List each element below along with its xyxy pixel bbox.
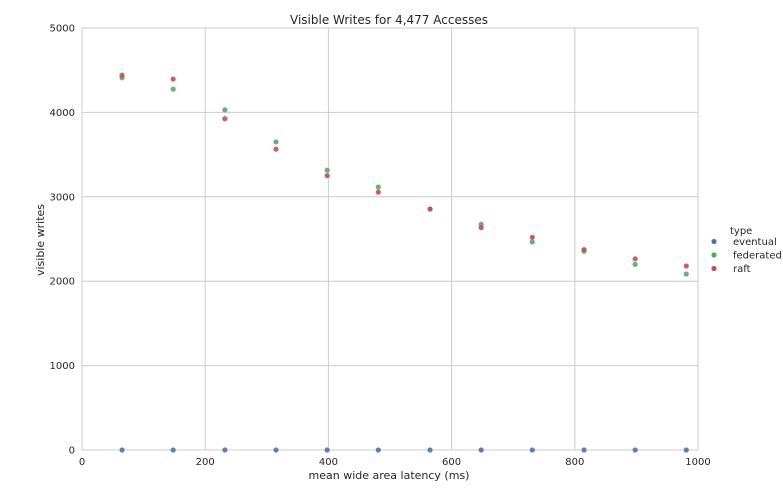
- x-tick-label: 400: [319, 457, 338, 468]
- data-point-federated: [324, 167, 330, 173]
- chart-title: Visible Writes for 4,477 Accesses: [290, 13, 488, 27]
- legend-item-raft: raft: [711, 264, 751, 275]
- legend: type eventual federated raft: [711, 226, 782, 275]
- data-point-raft: [222, 116, 228, 122]
- legend-marker: [711, 265, 717, 272]
- legend-item-eventual: eventual: [711, 237, 777, 248]
- data-point-raft: [529, 234, 535, 240]
- legend-marker: [711, 252, 717, 258]
- data-point-eventual: [632, 447, 638, 453]
- data-point-eventual: [683, 447, 689, 453]
- data-point-eventual: [375, 447, 381, 453]
- y-tick-label: 0: [69, 446, 75, 457]
- y-axis-label: visible writes: [34, 204, 47, 276]
- data-point-raft: [581, 246, 587, 253]
- data-point-eventual: [119, 447, 125, 453]
- series-raft: [119, 72, 689, 269]
- data-point-federated: [529, 239, 535, 245]
- data-point-raft: [324, 173, 330, 179]
- x-tick-label: 800: [565, 457, 584, 468]
- data-point-eventual: [222, 447, 228, 453]
- data-point-federated: [375, 184, 381, 190]
- data-point-federated: [683, 271, 689, 277]
- legend-title: type: [730, 226, 752, 237]
- data-point-raft: [119, 72, 125, 78]
- legend-label: federated: [733, 251, 782, 262]
- data-point-raft: [478, 225, 484, 231]
- data-point-eventual: [529, 447, 535, 453]
- data-point-eventual: [170, 447, 176, 453]
- data-point-eventual: [581, 447, 587, 453]
- data-point-eventual: [273, 447, 279, 453]
- x-axis-label: mean wide area latency (ms): [309, 469, 470, 482]
- x-tick-label: 0: [79, 457, 85, 468]
- tick-labels: 0 1000 2000 3000 4000 5000 0 200 400 600 800 1000: [50, 24, 711, 469]
- data-point-federated: [170, 86, 176, 92]
- y-tick-label: 4000: [50, 108, 75, 119]
- y-tick-label: 3000: [50, 192, 75, 203]
- grid: [81, 27, 699, 451]
- data-point-raft: [273, 146, 279, 152]
- legend-label: eventual: [733, 237, 777, 248]
- series-eventual: [119, 447, 689, 453]
- x-tick-label: 600: [442, 457, 461, 468]
- data-point-raft: [632, 256, 638, 262]
- data-point-federated: [222, 107, 228, 113]
- data-points: [119, 72, 689, 453]
- legend-label: raft: [733, 264, 751, 275]
- y-tick-label: 1000: [50, 361, 75, 372]
- data-point-raft: [683, 263, 689, 269]
- data-point-eventual: [427, 447, 433, 453]
- legend-items: eventual federated raft: [711, 237, 782, 275]
- data-point-raft: [427, 206, 433, 212]
- data-point-raft: [170, 76, 176, 82]
- data-point-raft: [375, 189, 381, 195]
- data-point-federated: [632, 261, 638, 267]
- y-tick-label: 2000: [50, 277, 75, 288]
- legend-item-federated: federated: [711, 251, 782, 262]
- data-point-federated: [273, 139, 279, 145]
- data-point-eventual: [478, 447, 484, 453]
- legend-marker: [711, 238, 717, 245]
- data-point-eventual: [324, 447, 330, 453]
- x-tick-label: 1000: [685, 457, 710, 468]
- y-tick-label: 5000: [50, 24, 75, 35]
- x-tick-label: 200: [196, 457, 215, 468]
